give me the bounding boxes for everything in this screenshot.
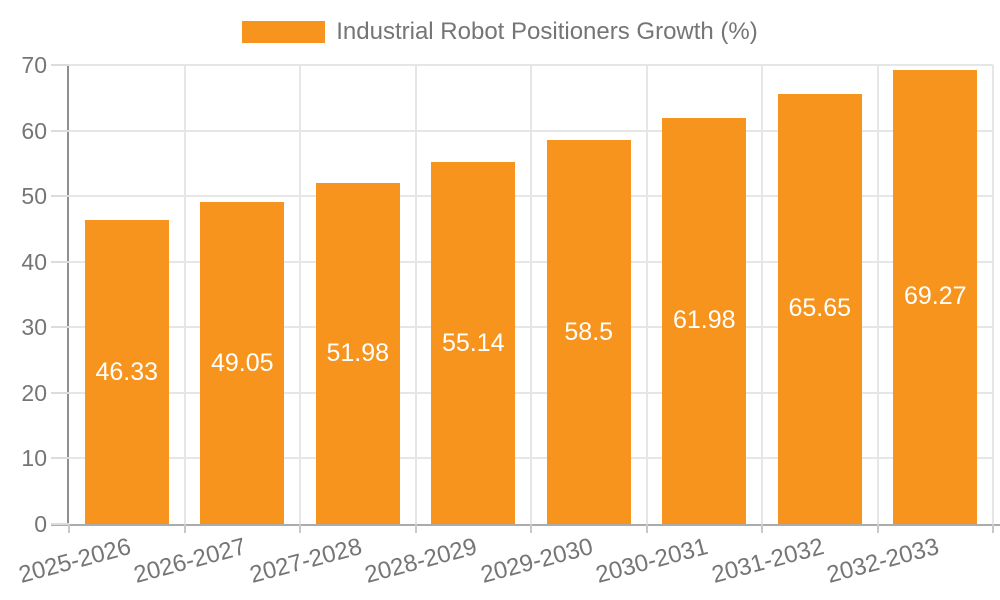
- x-tick-label: 2028-2029: [362, 533, 481, 589]
- y-tick: [51, 391, 69, 394]
- plot-area: 46.33 49.05 51.98 55.14 58.5 61.98 65.65 69.27: [51, 64, 994, 533]
- y-tick-label: 20: [21, 379, 47, 406]
- y-tick: [51, 523, 69, 525]
- y-tick: [51, 457, 69, 460]
- y-tick-label: 70: [21, 52, 47, 78]
- x-tick: [761, 524, 763, 533]
- bar-2031-2032[interactable]: 65.65: [777, 93, 862, 524]
- x-tick: [530, 524, 532, 533]
- bar-2026-2027[interactable]: 49.05: [200, 202, 285, 524]
- bar-value-label: 49.05: [210, 348, 274, 377]
- v-gridline: [761, 65, 763, 524]
- x-tick-label: 2027-2028: [246, 533, 365, 589]
- x-tick-label: 2026-2027: [131, 533, 250, 589]
- y-tick-label: 40: [21, 248, 47, 275]
- bar-2032-2033[interactable]: 69.27: [893, 69, 978, 524]
- x-axis-line: [51, 524, 1000, 526]
- y-tick: [51, 64, 69, 66]
- x-tick-label: 2025-2026: [15, 533, 134, 589]
- x-tick: [645, 524, 648, 533]
- x-tick: [183, 524, 186, 533]
- bar-value-label: 61.98: [672, 306, 736, 335]
- y-tick: [51, 195, 69, 198]
- y-axis-line: [67, 65, 69, 526]
- x-tick: [299, 524, 301, 533]
- x-tick: [414, 524, 417, 533]
- bar-value-label: 55.14: [441, 328, 505, 357]
- bar-value-label: 65.65: [788, 294, 852, 323]
- y-tick-label: 50: [21, 183, 47, 210]
- bar-2028-2029[interactable]: 55.14: [431, 162, 516, 524]
- y-tick: [51, 260, 69, 263]
- bar-value-label: 69.27: [903, 282, 967, 311]
- x-tick-label: 2030-2031: [593, 533, 712, 589]
- bar-2030-2031[interactable]: 61.98: [662, 117, 747, 524]
- legend-swatch: [242, 21, 326, 43]
- y-tick-label: 10: [21, 445, 47, 472]
- bar-2025-2026[interactable]: 46.33: [84, 220, 169, 524]
- legend-label: Industrial Robot Positioners Growth (%): [336, 18, 758, 45]
- v-gridline: [183, 65, 186, 524]
- v-gridline: [530, 65, 532, 524]
- bar-value-label: 51.98: [326, 339, 390, 368]
- x-tick-label: 2032-2033: [824, 533, 943, 589]
- v-gridline: [645, 65, 648, 524]
- bar-value-label: 58.5: [564, 317, 614, 346]
- x-tick: [876, 524, 879, 533]
- x-tick: [992, 524, 994, 533]
- x-tick-label: 2031-2032: [708, 533, 827, 589]
- y-tick-label: 30: [21, 314, 47, 341]
- v-gridline: [876, 65, 879, 524]
- y-tick-label: 60: [21, 117, 47, 144]
- y-tick: [51, 326, 69, 329]
- x-tick: [68, 524, 70, 533]
- y-tick-label: 0: [34, 511, 47, 537]
- legend[interactable]: Industrial Robot Positioners Growth (%): [0, 18, 1000, 46]
- v-gridline: [414, 65, 417, 524]
- bar-value-label: 46.33: [95, 357, 159, 386]
- x-axis-labels: 2025-2026 2026-2027 2027-2028 2028-2029 2029…: [16, 533, 993, 593]
- bar-2027-2028[interactable]: 51.98: [315, 183, 400, 524]
- v-gridline: [299, 65, 301, 524]
- y-axis-labels: 0 10 20 30 40 50 60 70: [0, 52, 47, 537]
- v-gridline: [992, 65, 994, 524]
- y-tick: [51, 129, 69, 132]
- x-tick-label: 2029-2030: [477, 533, 596, 589]
- bar-2029-2030[interactable]: 58.5: [546, 140, 631, 524]
